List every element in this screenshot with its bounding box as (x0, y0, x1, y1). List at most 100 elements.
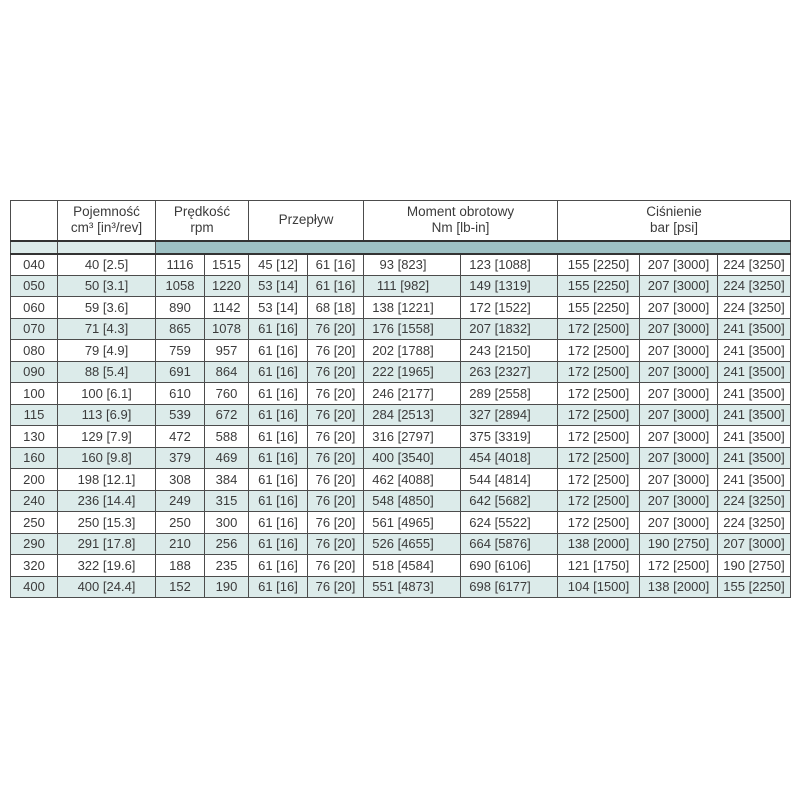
cell-flow-cont: 53 [14] (248, 274, 308, 297)
cell-code: 090 (10, 360, 58, 383)
cell-torque-max: 123 [1088] (460, 253, 559, 276)
cell-pressure-3: 207 [3000] (717, 532, 792, 555)
cell-speed-max: 469 (204, 446, 249, 469)
cell-code: 240 (10, 489, 58, 512)
cell-flow-max: 76 [20] (306, 511, 365, 534)
cell-capacity: 129 [7.9] (57, 425, 156, 448)
cell-torque-cont: 111 [982] (363, 274, 462, 297)
cell-capacity: 236 [14.4] (57, 489, 156, 512)
header-flow: Przepływ (247, 200, 365, 242)
cell-pressure-1: 172 [2500] (557, 468, 641, 491)
cell-torque-cont: 284 [2513] (363, 403, 462, 426)
cell-pressure-2: 207 [3000] (639, 317, 719, 340)
cell-pressure-2: 190 [2750] (639, 532, 719, 555)
cell-pressure-2: 207 [3000] (639, 296, 719, 319)
header-torque-unit: Nm [lb-in] (431, 220, 490, 236)
cell-code: 050 (10, 274, 58, 297)
cell-flow-max: 76 [20] (306, 446, 365, 469)
cell-torque-cont: 222 [1965] (363, 360, 462, 383)
cell-speed-cont: 379 (155, 446, 205, 469)
cell-speed-max: 1220 (204, 274, 249, 297)
cell-torque-cont: 561 [4965] (363, 511, 462, 534)
cell-flow-max: 76 [20] (306, 317, 365, 340)
cell-flow-max: 76 [20] (306, 425, 365, 448)
cell-capacity: 291 [17.8] (57, 532, 156, 555)
cell-torque-cont: 176 [1558] (363, 317, 462, 340)
table-body: 040 40 [2.5] 1116 1515 45 [12] 61 [16] 93 [823… (10, 253, 792, 598)
cell-torque-max: 149 [1319] (460, 274, 559, 297)
subheader-band (154, 240, 792, 255)
cell-speed-cont: 865 (155, 317, 205, 340)
cell-pressure-3: 224 [3250] (717, 511, 792, 534)
header-torque: Moment obrotowy Nm [lb-in] (363, 200, 559, 242)
cell-pressure-1: 172 [2500] (557, 446, 641, 469)
cell-flow-cont: 61 [16] (248, 511, 308, 534)
cell-pressure-2: 172 [2500] (639, 554, 719, 577)
cell-capacity: 198 [12.1] (57, 468, 156, 491)
table-row: 060 59 [3.6] 890 1142 53 [14] 68 [18] 138 [122… (10, 296, 792, 319)
cell-torque-cont: 518 [4584] (363, 554, 462, 577)
cell-pressure-2: 207 [3000] (639, 489, 719, 512)
cell-pressure-1: 172 [2500] (557, 425, 641, 448)
cell-torque-max: 207 [1832] (460, 317, 559, 340)
cell-torque-max: 544 [4814] (460, 468, 559, 491)
table-row: 320 322 [19.6] 188 235 61 [16] 76 [20] 518 [45… (10, 554, 792, 577)
cell-pressure-3: 224 [3250] (717, 253, 792, 276)
cell-flow-cont: 61 [16] (248, 317, 308, 340)
cell-torque-max: 454 [4018] (460, 446, 559, 469)
cell-flow-cont: 61 [16] (248, 489, 308, 512)
table-row: 040 40 [2.5] 1116 1515 45 [12] 61 [16] 93 [823… (10, 253, 792, 276)
header-capacity: Pojemność cm³ [in³/rev] (57, 200, 156, 242)
cell-pressure-3: 241 [3500] (717, 425, 792, 448)
cell-code: 320 (10, 554, 58, 577)
cell-torque-max: 172 [1522] (460, 296, 559, 319)
cell-pressure-3: 190 [2750] (717, 554, 792, 577)
cell-torque-max: 690 [6106] (460, 554, 559, 577)
header-pressure-title: Ciśnienie (646, 204, 702, 220)
cell-speed-cont: 691 (155, 360, 205, 383)
cell-flow-max: 76 [20] (306, 532, 365, 555)
cell-speed-cont: 472 (155, 425, 205, 448)
cell-torque-max: 263 [2327] (460, 360, 559, 383)
cell-pressure-2: 207 [3000] (639, 446, 719, 469)
table-row: 050 50 [3.1] 1058 1220 53 [14] 61 [16] 111 [98… (10, 274, 792, 297)
cell-pressure-1: 121 [1750] (557, 554, 641, 577)
cell-speed-cont: 539 (155, 403, 205, 426)
cell-torque-cont: 202 [1788] (363, 339, 462, 362)
cell-pressure-1: 172 [2500] (557, 339, 641, 362)
table-header: Pojemność cm³ [in³/rev] Prędkość rpm Prz… (10, 200, 792, 255)
table-row: 115 113 [6.9] 539 672 61 [16] 76 [20] 284 [251… (10, 403, 792, 426)
cell-flow-cont: 61 [16] (248, 468, 308, 491)
cell-pressure-2: 207 [3000] (639, 274, 719, 297)
cell-pressure-1: 155 [2250] (557, 274, 641, 297)
header-pressure: Ciśnienie bar [psi] (557, 200, 792, 242)
cell-speed-cont: 249 (155, 489, 205, 512)
cell-speed-cont: 890 (155, 296, 205, 319)
cell-code: 100 (10, 382, 58, 405)
header-label-row: Pojemność cm³ [in³/rev] Prędkość rpm Prz… (10, 200, 792, 242)
cell-flow-cont: 61 [16] (248, 446, 308, 469)
cell-speed-cont: 1058 (155, 274, 205, 297)
cell-capacity: 250 [15.3] (57, 511, 156, 534)
cell-code: 200 (10, 468, 58, 491)
cell-pressure-2: 207 [3000] (639, 468, 719, 491)
cell-speed-max: 256 (204, 532, 249, 555)
cell-flow-cont: 61 [16] (248, 575, 308, 598)
cell-speed-max: 1515 (204, 253, 249, 276)
cell-speed-max: 1078 (204, 317, 249, 340)
cell-torque-cont: 462 [4088] (363, 468, 462, 491)
cell-flow-cont: 61 [16] (248, 339, 308, 362)
header-band-row (10, 240, 792, 255)
cell-code: 115 (10, 403, 58, 426)
header-speed-title: Prędkość (173, 204, 231, 220)
cell-code: 040 (10, 253, 58, 276)
cell-code: 160 (10, 446, 58, 469)
cell-speed-cont: 250 (155, 511, 205, 534)
cell-pressure-1: 138 [2000] (557, 532, 641, 555)
cell-speed-max: 672 (204, 403, 249, 426)
cell-pressure-3: 241 [3500] (717, 382, 792, 405)
cell-pressure-1: 172 [2500] (557, 403, 641, 426)
table-row: 080 79 [4.9] 759 957 61 [16] 76 [20] 202 [1788… (10, 339, 792, 362)
cell-torque-max: 375 [3319] (460, 425, 559, 448)
